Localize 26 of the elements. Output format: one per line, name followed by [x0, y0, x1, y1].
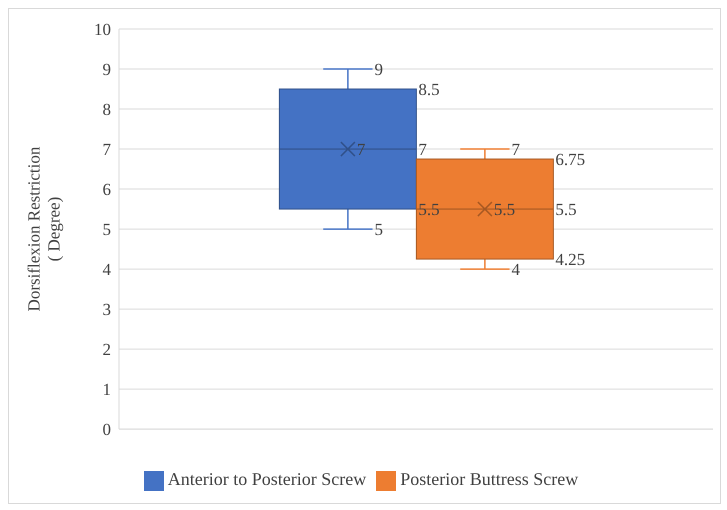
annotation: 7	[512, 140, 521, 159]
annotation: 5	[374, 220, 384, 240]
y-tick-label: 10	[94, 20, 111, 40]
annotation: 4	[512, 260, 521, 280]
y-axis-title: Dorsiflexion Restriction ( Degree)	[24, 146, 64, 312]
annotation: 5.5	[555, 200, 577, 220]
annotation: 5.5	[418, 200, 440, 220]
annotation: 7	[356, 140, 366, 159]
legend-label: Posterior Buttress Screw	[400, 469, 578, 490]
y-tick-label: 7	[102, 140, 112, 160]
annotation: 5.5	[494, 200, 516, 220]
y-tick-label: 5	[102, 220, 111, 240]
annotation: 6.75	[555, 150, 586, 169]
y-tick-label: 3	[102, 300, 111, 320]
y-tick-label: 4	[102, 260, 112, 280]
y-tick-label: 1	[102, 380, 111, 400]
annotation: 7	[418, 140, 428, 159]
legend-label: Anterior to Posterior Screw	[168, 469, 366, 490]
y-tick-label: 2	[102, 340, 111, 360]
annotation: 9	[374, 60, 384, 79]
annotation: 4.25	[555, 250, 586, 270]
y-tick-label: 9	[102, 60, 111, 80]
annotation: 8.5	[418, 80, 440, 99]
y-tick-label: 0	[102, 420, 111, 440]
y-tick-label: 6	[102, 180, 111, 200]
y-tick-label: 8	[102, 100, 111, 120]
